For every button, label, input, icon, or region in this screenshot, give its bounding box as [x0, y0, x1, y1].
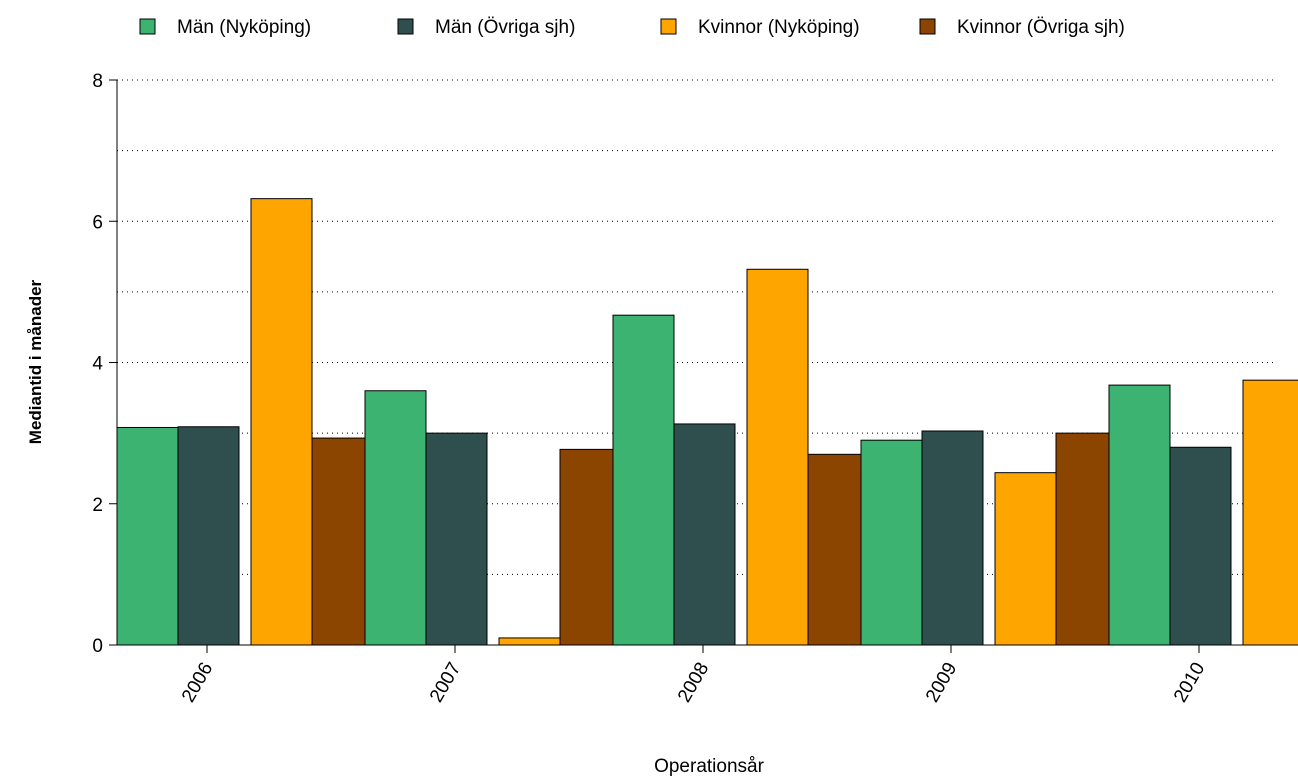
legend-item: Män (Nyköping): [139, 17, 311, 38]
bar: [116, 426, 179, 646]
bar: [994, 472, 1057, 646]
y-tick-label: 4: [92, 354, 103, 375]
legend-label: Män (Övriga sjh): [435, 17, 575, 38]
legend-swatch: [397, 18, 414, 35]
bar: [498, 637, 561, 646]
legend: Män (Nyköping) Män (Övriga sjh) Kvinnor (N…: [139, 17, 1125, 38]
x-tick-label: 2007: [426, 659, 465, 706]
bar: [860, 439, 923, 646]
bar: [1108, 384, 1171, 646]
legend-label: Män (Nyköping): [177, 17, 311, 38]
bar: [1055, 432, 1118, 646]
legend-label: Kvinnor (Övriga sjh): [957, 17, 1125, 38]
x-tick-label: 2008: [674, 659, 713, 706]
bar: [425, 432, 488, 646]
bar: [177, 426, 240, 646]
y-tick-label: 6: [92, 212, 103, 233]
bar: [746, 268, 809, 646]
bars: [116, 198, 1298, 646]
y-axis-title: Mediantid i månader: [26, 279, 45, 444]
y-tick-label: 8: [92, 71, 103, 92]
legend-swatch: [139, 18, 156, 35]
bar: [612, 314, 675, 646]
bar: [921, 430, 984, 646]
y-tick-label: 2: [92, 495, 103, 516]
bar: [559, 448, 622, 646]
bar: [311, 437, 374, 646]
bar: [250, 198, 313, 646]
legend-item: Kvinnor (Nyköping): [660, 17, 860, 38]
legend-swatch: [660, 18, 677, 35]
y-tick-label: 0: [92, 636, 103, 657]
x-axis-title: Operationsår: [654, 756, 765, 776]
bar: [1169, 446, 1232, 646]
legend-swatch: [919, 18, 936, 35]
legend-item: Män (Övriga sjh): [397, 17, 575, 38]
bar: [1242, 379, 1298, 646]
bar: [364, 390, 427, 646]
bar: [807, 453, 870, 646]
bar: [673, 423, 736, 646]
x-tick-label: 2009: [922, 659, 961, 706]
x-tick-label: 2010: [1170, 659, 1209, 706]
x-tick-label: 2006: [178, 659, 217, 706]
legend-label: Kvinnor (Nyköping): [698, 17, 860, 38]
legend-item: Kvinnor (Övriga sjh): [919, 17, 1125, 38]
